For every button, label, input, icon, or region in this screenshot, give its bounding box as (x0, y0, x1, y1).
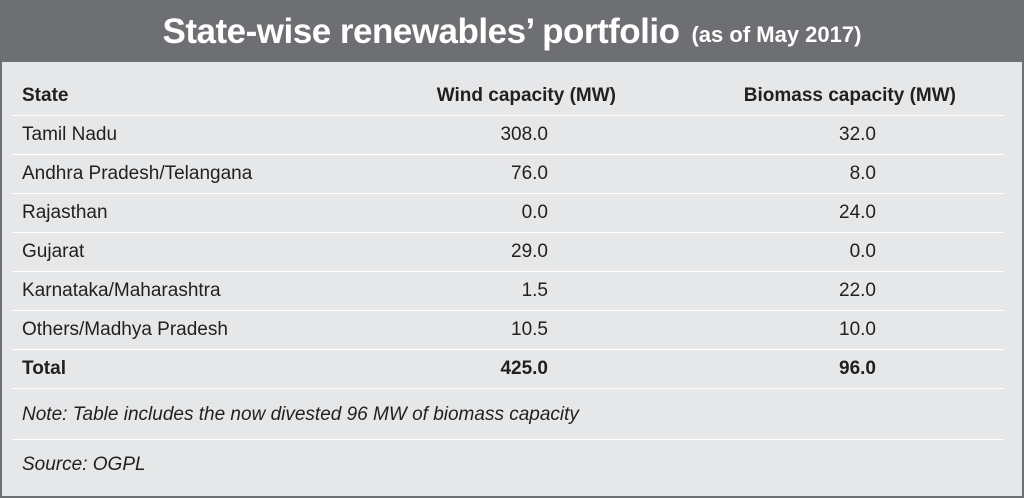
table-row: Rajasthan 0.0 24.0 (12, 194, 1004, 233)
cell-state: Tamil Nadu (22, 124, 118, 145)
table-row: Gujarat 29.0 0.0 (12, 233, 1004, 272)
table-total-row: Total 425.0 96.0 (12, 350, 1004, 389)
table-row: Andhra Pradesh/Telangana 76.0 8.0 (12, 155, 1004, 194)
cell-wind: 0.0 (521, 202, 548, 223)
cell-state: Others/Madhya Pradesh (22, 319, 228, 340)
cell-biomass: 8.0 (849, 163, 876, 184)
header-wind-capacity: Wind capacity (MW) (436, 85, 616, 106)
total-label: Total (22, 358, 66, 379)
cell-biomass: 10.0 (839, 319, 876, 340)
total-wind: 425.0 (500, 358, 548, 379)
cell-state: Rajasthan (22, 202, 108, 223)
cell-wind: 29.0 (511, 241, 548, 262)
table-header-row: State Wind capacity (MW) Biomass capacit… (12, 77, 1004, 116)
cell-state: Karnataka/Maharashtra (22, 280, 221, 301)
cell-biomass: 32.0 (839, 124, 876, 145)
cell-wind: 10.5 (511, 319, 548, 340)
table-source: Source: OGPL (22, 454, 146, 475)
table-title: State-wise renewables’ portfolio (162, 12, 680, 51)
cell-wind: 76.0 (511, 163, 548, 184)
table-row: Tamil Nadu 308.0 32.0 (12, 116, 1004, 155)
cell-wind: 1.5 (521, 280, 548, 301)
total-biomass: 96.0 (839, 358, 876, 379)
cell-state: Gujarat (22, 241, 85, 262)
table-note: Note: Table includes the now divested 96… (22, 404, 579, 425)
header-state: State (22, 85, 69, 106)
cell-wind: 308.0 (500, 124, 548, 145)
table-subtitle: (as of May 2017) (691, 22, 862, 47)
cell-biomass: 22.0 (839, 280, 876, 301)
title-banner: State-wise renewables’ portfolio (as of … (2, 2, 1022, 62)
table-row: Others/Madhya Pradesh 10.5 10.0 (12, 311, 1004, 350)
cell-biomass: 24.0 (839, 202, 876, 223)
divider (12, 439, 1004, 440)
table-row: Karnataka/Maharashtra 1.5 22.0 (12, 272, 1004, 311)
header-biomass-capacity: Biomass capacity (MW) (743, 85, 956, 106)
cell-state: Andhra Pradesh/Telangana (22, 163, 253, 184)
cell-biomass: 0.0 (849, 241, 876, 262)
